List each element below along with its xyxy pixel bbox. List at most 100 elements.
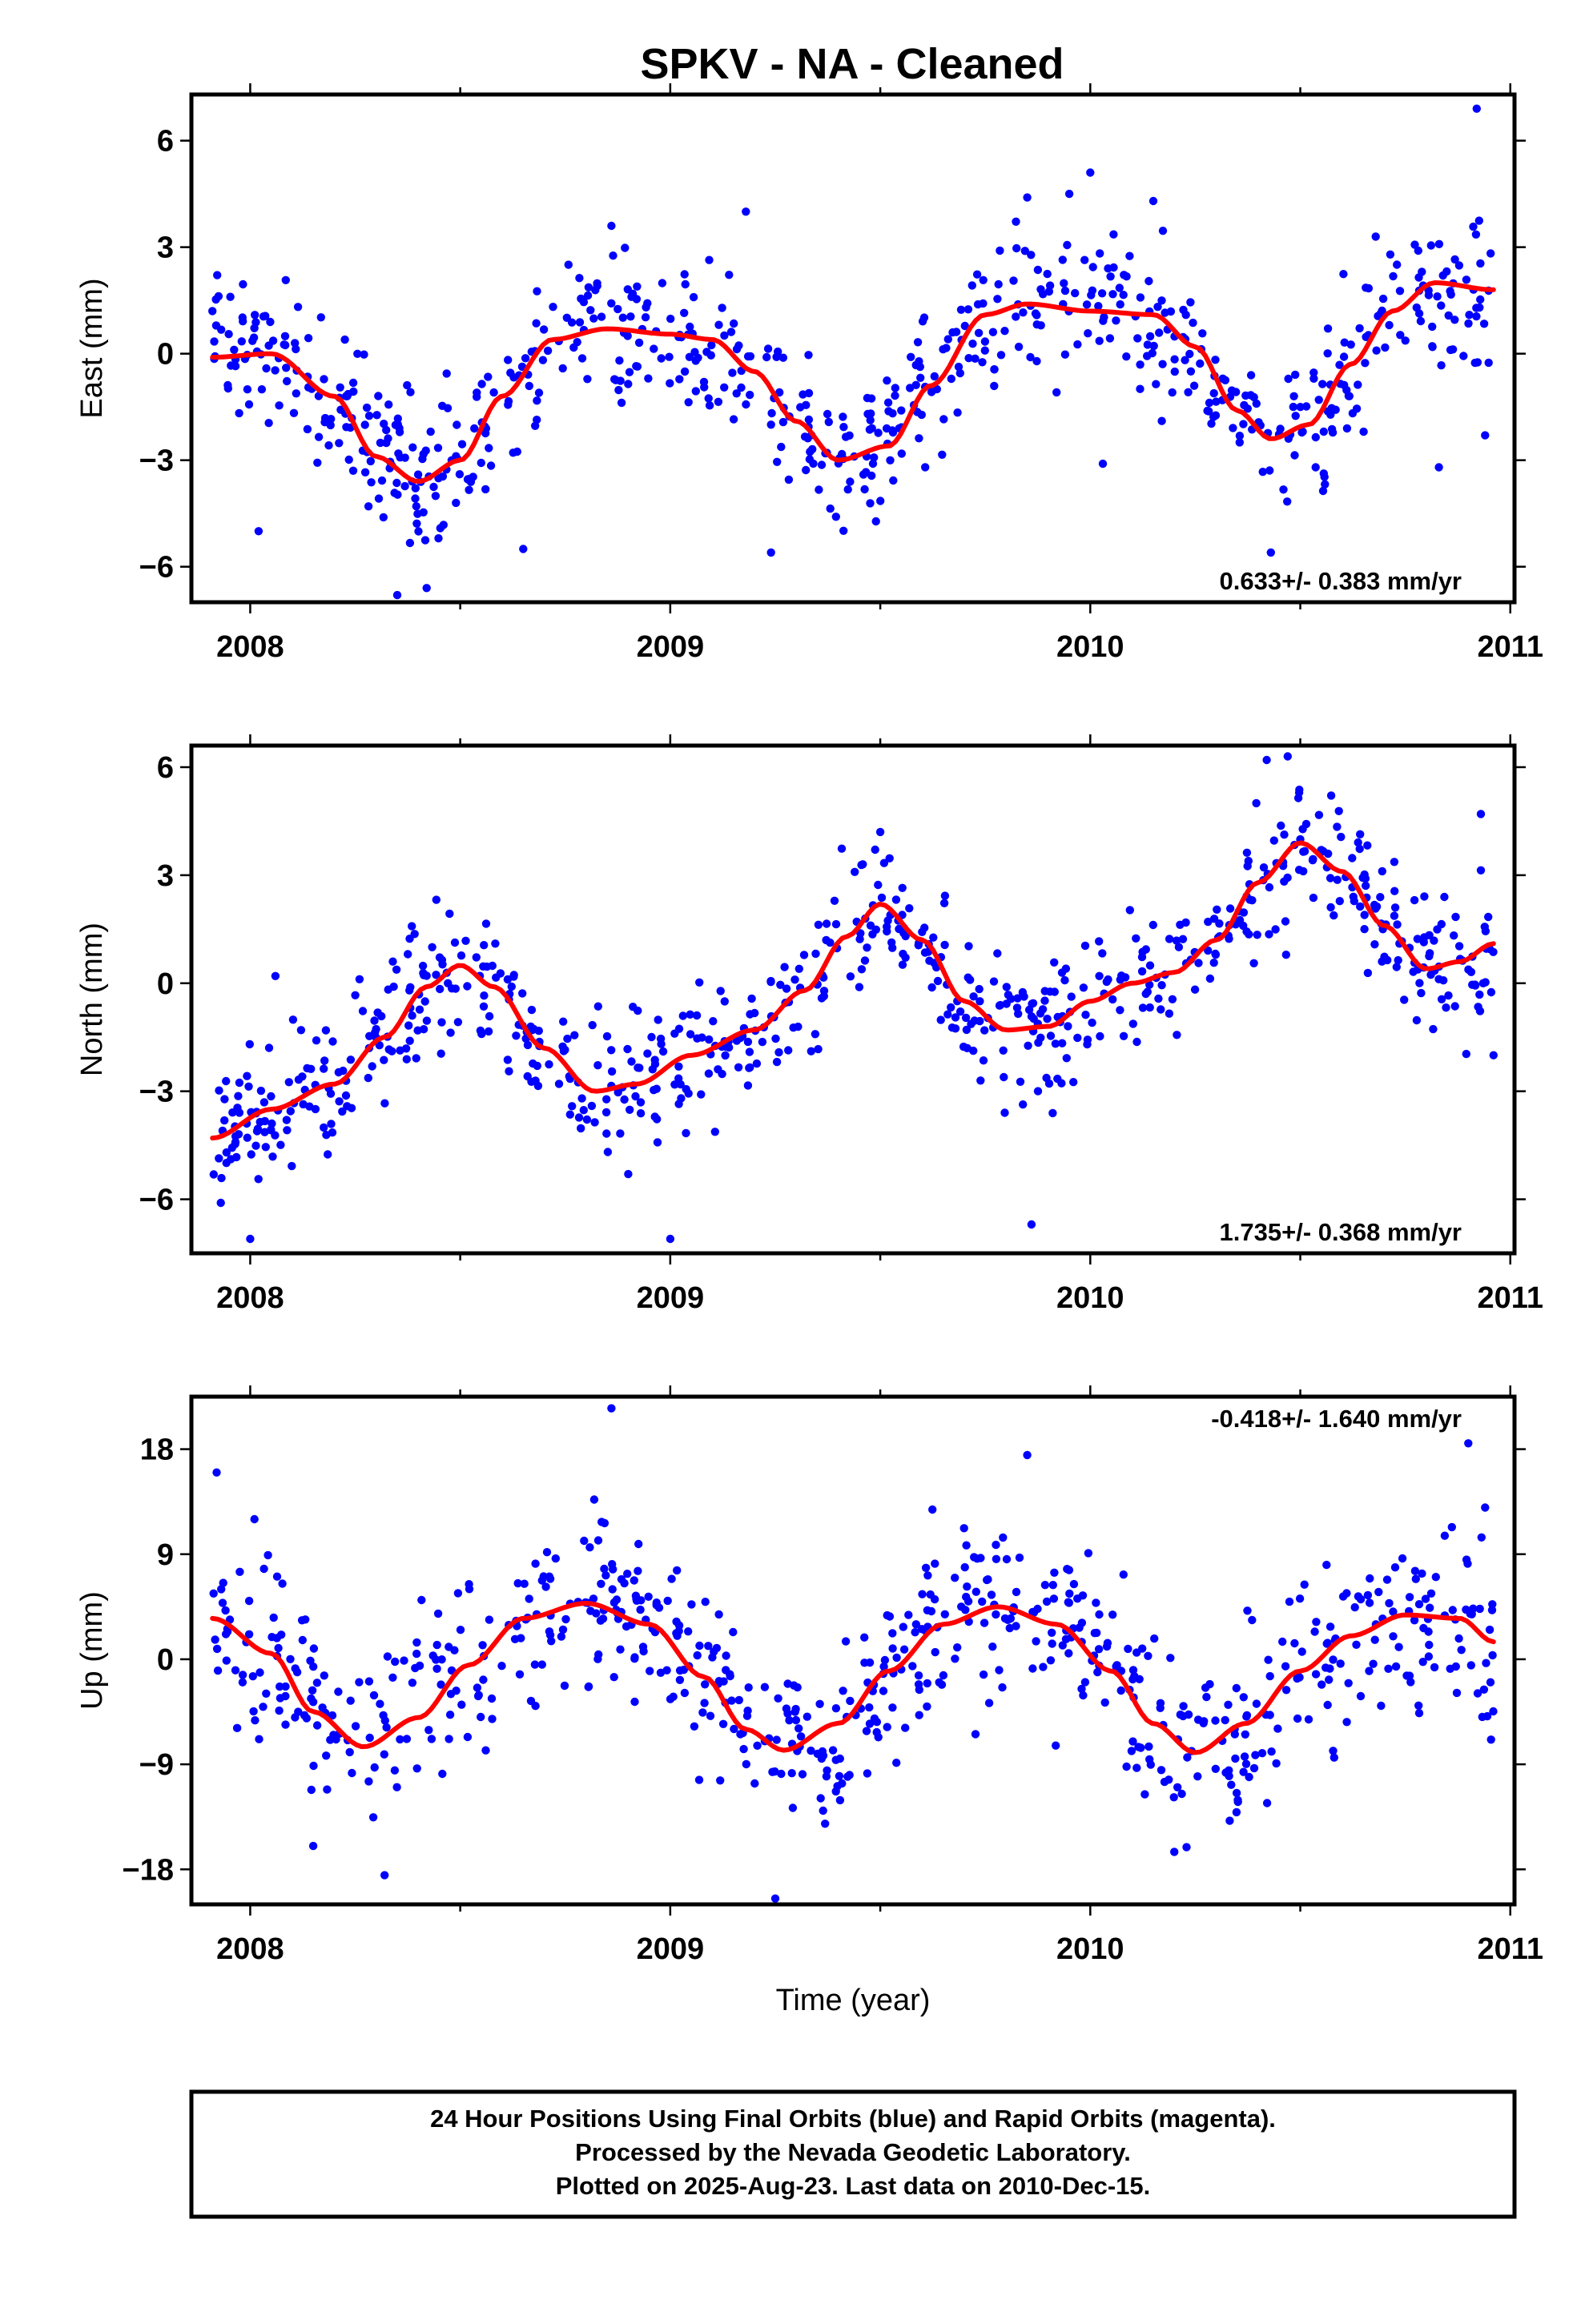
north-data-point: [962, 1025, 971, 1035]
up-data-point: [391, 1657, 400, 1667]
east-data-point: [1291, 370, 1300, 380]
up-data-point: [819, 1806, 827, 1815]
up-data-point: [698, 1708, 707, 1717]
up-data-point: [1482, 1659, 1490, 1667]
north-data-point: [1476, 866, 1486, 875]
east-data-point: [1136, 293, 1145, 302]
east-data-point: [831, 513, 841, 521]
east-data-point: [633, 282, 642, 291]
east-data-point: [746, 352, 755, 361]
east-data-point: [577, 294, 585, 304]
east-data-point: [442, 369, 451, 378]
east-data-point: [1476, 295, 1485, 304]
east-data-point: [815, 485, 823, 494]
up-data-point: [251, 1716, 259, 1725]
north-data-point: [1096, 1031, 1104, 1041]
up-data-point: [880, 1655, 890, 1665]
up-data-point: [899, 1645, 909, 1654]
up-data-point: [1454, 1634, 1463, 1643]
up-data-point: [634, 1566, 642, 1575]
north-data-point: [222, 1076, 231, 1086]
east-data-point: [913, 338, 923, 347]
north-data-point: [480, 991, 489, 1000]
up-data-point: [639, 1647, 648, 1656]
east-data-point: [633, 362, 642, 371]
up-data-point: [1243, 1606, 1252, 1615]
north-data-point: [1215, 919, 1224, 928]
north-data-point: [1242, 848, 1252, 858]
north-data-point: [1211, 949, 1220, 959]
east-data-point: [888, 428, 898, 437]
east-data-point: [706, 351, 715, 360]
north-data-point: [967, 1019, 976, 1028]
up-data-point: [1182, 1843, 1191, 1852]
north-data-point: [636, 1109, 646, 1118]
east-data-point: [728, 368, 737, 377]
up-data-point: [673, 1566, 682, 1575]
north-data-point: [1213, 905, 1221, 915]
north-outlier-point: [1283, 752, 1293, 761]
east-data-point: [266, 317, 275, 327]
up-data-point: [1389, 1607, 1398, 1616]
up-data-point: [232, 1723, 242, 1732]
north-data-point: [370, 1016, 379, 1025]
east-data-point: [1335, 360, 1344, 369]
east-data-point: [1284, 434, 1293, 443]
up-data-point: [980, 1618, 989, 1627]
up-data-point: [1241, 1730, 1250, 1739]
up-data-point: [1300, 1580, 1309, 1589]
east-data-point: [806, 448, 815, 456]
east-data-point: [1289, 392, 1298, 400]
north-data-point: [1178, 935, 1188, 943]
north-data-point: [577, 1094, 586, 1103]
east-data-point: [455, 470, 465, 479]
east-data-point: [907, 352, 915, 361]
north-data-point: [491, 939, 500, 948]
up-data-point: [259, 1564, 268, 1574]
north-data-point: [1376, 893, 1385, 902]
up-data-point: [1293, 1674, 1301, 1683]
north-data-point: [790, 975, 799, 984]
up-data-point: [860, 1633, 869, 1642]
east-data-point: [1434, 239, 1444, 248]
north-data-point: [563, 1034, 572, 1043]
north-data-point: [1300, 846, 1309, 856]
north-data-point: [235, 1078, 244, 1088]
up-data-point: [452, 1687, 461, 1695]
north-data-point: [463, 982, 472, 991]
up-data-point: [1232, 1683, 1241, 1693]
up-data-point: [537, 1660, 546, 1669]
up-data-point: [1116, 1686, 1125, 1695]
north-data-point: [1194, 959, 1203, 967]
east-data-point: [239, 279, 247, 289]
east-data-point: [391, 420, 400, 429]
up-data-point: [1262, 1799, 1272, 1807]
up-data-point: [701, 1598, 710, 1606]
east-data-point: [680, 367, 690, 376]
east-data-point: [1212, 397, 1221, 406]
up-data-point: [1354, 1592, 1363, 1601]
east-data-point: [1133, 334, 1142, 343]
east-data-point: [226, 292, 235, 301]
up-data-point: [1028, 1664, 1037, 1673]
east-data-point: [434, 534, 443, 543]
north-data-point: [418, 961, 428, 971]
east-data-point: [377, 476, 387, 485]
up-data-point: [714, 1677, 723, 1686]
east-data-point: [394, 449, 403, 458]
east-data-point: [1012, 217, 1020, 226]
up-data-point: [1048, 1639, 1056, 1648]
up-data-point: [1304, 1715, 1313, 1724]
up-data-point: [1452, 1688, 1462, 1698]
east-data-point: [584, 283, 593, 292]
east-data-point: [1157, 296, 1166, 305]
north-outlier-point: [666, 1234, 675, 1244]
up-data-point: [908, 1662, 917, 1671]
up-data-point: [923, 1571, 932, 1580]
north-data-point: [388, 957, 397, 966]
up-data-point: [821, 1819, 830, 1828]
east-data-point: [1235, 438, 1245, 447]
up-data-point: [1252, 1699, 1261, 1708]
north-data-point: [1420, 892, 1429, 901]
up-data-point: [1477, 1533, 1486, 1542]
